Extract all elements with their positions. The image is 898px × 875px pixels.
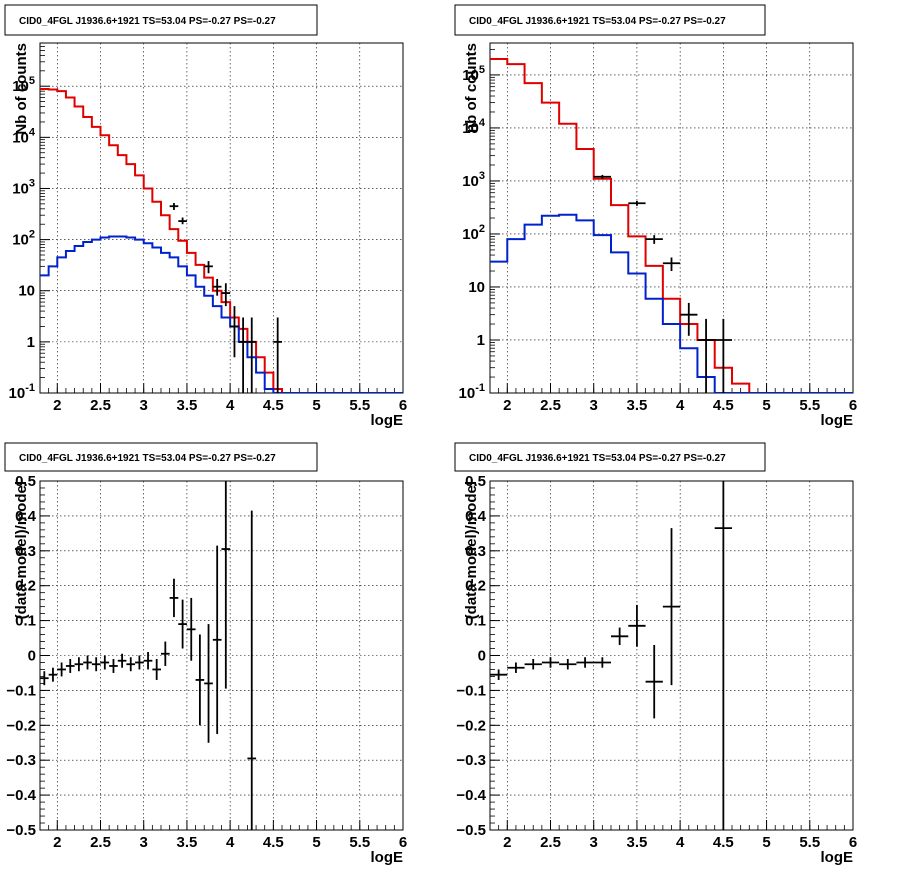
y-tick-label: 0 (478, 648, 486, 665)
y-tick-label: 0.3 (465, 543, 486, 560)
x-tick-label: 3.5 (176, 397, 197, 414)
x-tick-label: 6 (399, 834, 407, 851)
chart-panel-4: CID0_4FGL J1936.6+1921 TS=53.04 PS=-0.27… (454, 442, 857, 866)
y-tick-label: 0.3 (15, 543, 36, 560)
title-box (4, 4, 318, 36)
title-box (454, 4, 766, 36)
y-tick-label: 0.4 (465, 508, 487, 525)
x-tick-label: 5.5 (349, 397, 370, 414)
x-tick-label: 4.5 (713, 397, 734, 414)
x-tick-label: 4 (226, 397, 235, 414)
y-axis-label: (data-model)/model (463, 481, 480, 619)
chart-title: CID0_4FGL J1936.6+1921 TS=53.04 PS=-0.27… (19, 16, 276, 27)
y-tick-label: 102 (462, 223, 485, 243)
y-tick-label: 1 (27, 334, 35, 351)
chart-panel-3: CID0_4FGL J1936.6+1921 TS=53.04 PS=-0.27… (4, 442, 407, 866)
plot-frame (489, 42, 854, 394)
y-tick-label: 105 (12, 75, 35, 95)
y-tick-label: −0.2 (6, 717, 36, 734)
series-model-line (40, 88, 403, 393)
x-tick-label: 3 (140, 397, 148, 414)
x-axis-label: logE (371, 849, 404, 866)
y-tick-label: 0.1 (15, 613, 36, 630)
x-tick-label: 6 (849, 834, 857, 851)
y-tick-label: −0.2 (456, 717, 486, 734)
x-tick-label: 4.5 (263, 834, 284, 851)
x-axis-label: logE (371, 412, 404, 429)
title-box (454, 442, 766, 472)
y-tick-label: 10 (468, 279, 485, 296)
x-tick-label: 3.5 (176, 834, 197, 851)
x-tick-label: 2 (503, 397, 511, 414)
x-tick-label: 3 (590, 834, 598, 851)
x-tick-label: 3 (590, 397, 598, 414)
y-tick-label: −0.4 (456, 787, 486, 804)
y-tick-label: 102 (12, 229, 35, 249)
title-box (4, 442, 318, 472)
x-axis-label: logE (821, 849, 854, 866)
x-tick-label: 4 (676, 397, 685, 414)
chart-title: CID0_4FGL J1936.6+1921 TS=53.04 PS=-0.27… (469, 453, 726, 464)
x-tick-label: 4 (676, 834, 685, 851)
x-tick-label: 2.5 (540, 834, 561, 851)
y-tick-label: −0.1 (6, 682, 36, 699)
x-tick-label: 5.5 (799, 397, 820, 414)
x-tick-label: 5 (762, 834, 770, 851)
y-tick-label: 0.1 (465, 613, 486, 630)
y-tick-label: 104 (12, 126, 36, 146)
y-tick-label: −0.1 (456, 682, 486, 699)
x-tick-label: 4.5 (263, 397, 284, 414)
y-tick-label: 103 (462, 170, 485, 190)
y-tick-label: −0.3 (456, 752, 486, 769)
x-tick-label: 2.5 (90, 834, 111, 851)
y-tick-label: 0.5 (15, 473, 36, 490)
x-tick-label: 5.5 (799, 834, 820, 851)
x-tick-label: 2 (53, 834, 61, 851)
y-tick-label: 104 (462, 117, 486, 137)
y-axis-label: Nb of counts (13, 43, 30, 135)
x-tick-label: 2 (503, 834, 511, 851)
x-tick-label: 3.5 (626, 834, 647, 851)
y-tick-label: 105 (462, 64, 485, 84)
chart-panel-2: CID0_4FGL J1936.6+1921 TS=53.04 PS=-0.27… (454, 4, 857, 429)
y-axis-label: (data-model)/model (13, 481, 30, 619)
x-tick-label: 2.5 (90, 397, 111, 414)
y-tick-label: −0.5 (456, 822, 486, 839)
x-tick-label: 3 (140, 834, 148, 851)
x-tick-label: 5 (312, 834, 320, 851)
x-tick-label: 5.5 (349, 834, 370, 851)
x-axis-label: logE (821, 412, 854, 429)
y-tick-label: 0.4 (15, 508, 37, 525)
x-tick-label: 5 (762, 397, 770, 414)
y-tick-label: 103 (12, 177, 35, 197)
series-source-line (40, 235, 403, 393)
x-tick-label: 5 (312, 397, 320, 414)
x-tick-label: 4.5 (713, 834, 734, 851)
y-tick-label: 0.5 (465, 473, 486, 490)
x-tick-label: 6 (849, 397, 857, 414)
plot-frame (39, 42, 404, 394)
series-source-line (490, 213, 853, 393)
y-tick-label: −0.5 (6, 822, 36, 839)
y-tick-label: 1 (477, 332, 485, 349)
y-tick-label: −0.3 (6, 752, 36, 769)
y-axis-label: nb of counts (463, 43, 480, 133)
y-tick-label: 10-1 (459, 382, 485, 402)
y-tick-label: 0.2 (465, 578, 486, 595)
chart-panel-1: CID0_4FGL J1936.6+1921 TS=53.04 PS=-0.27… (4, 4, 407, 429)
y-tick-label: 0 (28, 648, 36, 665)
y-tick-label: 10 (18, 283, 35, 300)
y-tick-label: 10-1 (9, 382, 35, 402)
x-tick-label: 6 (399, 397, 407, 414)
x-tick-label: 2 (53, 397, 61, 414)
chart-title: CID0_4FGL J1936.6+1921 TS=53.04 PS=-0.27… (19, 453, 276, 464)
chart-title: CID0_4FGL J1936.6+1921 TS=53.04 PS=-0.27… (469, 16, 726, 27)
x-tick-label: 4 (226, 834, 235, 851)
y-tick-label: −0.4 (6, 787, 36, 804)
series-model-line (490, 57, 853, 393)
x-tick-label: 3.5 (626, 397, 647, 414)
y-tick-label: 0.2 (15, 578, 36, 595)
x-tick-label: 2.5 (540, 397, 561, 414)
